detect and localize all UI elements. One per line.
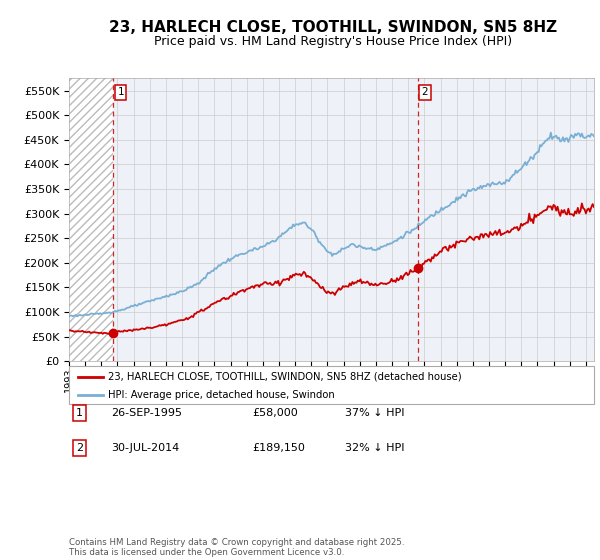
Text: £58,000: £58,000 — [252, 408, 298, 418]
Text: HPI: Average price, detached house, Swindon: HPI: Average price, detached house, Swin… — [109, 390, 335, 400]
Text: Price paid vs. HM Land Registry's House Price Index (HPI): Price paid vs. HM Land Registry's House … — [154, 35, 512, 48]
Text: 1: 1 — [118, 87, 124, 97]
Text: 30-JUL-2014: 30-JUL-2014 — [111, 443, 179, 453]
Text: 2: 2 — [76, 443, 83, 453]
FancyBboxPatch shape — [69, 366, 594, 404]
Text: 26-SEP-1995: 26-SEP-1995 — [111, 408, 182, 418]
Text: £189,150: £189,150 — [252, 443, 305, 453]
Text: Contains HM Land Registry data © Crown copyright and database right 2025.
This d: Contains HM Land Registry data © Crown c… — [69, 538, 404, 557]
Text: 37% ↓ HPI: 37% ↓ HPI — [345, 408, 404, 418]
Text: 23, HARLECH CLOSE, TOOTHILL, SWINDON, SN5 8HZ (detached house): 23, HARLECH CLOSE, TOOTHILL, SWINDON, SN… — [109, 372, 462, 382]
Text: 32% ↓ HPI: 32% ↓ HPI — [345, 443, 404, 453]
Text: 23, HARLECH CLOSE, TOOTHILL, SWINDON, SN5 8HZ: 23, HARLECH CLOSE, TOOTHILL, SWINDON, SN… — [109, 20, 557, 35]
Text: 1: 1 — [76, 408, 83, 418]
Bar — [69, 78, 113, 361]
Text: 2: 2 — [422, 87, 428, 97]
